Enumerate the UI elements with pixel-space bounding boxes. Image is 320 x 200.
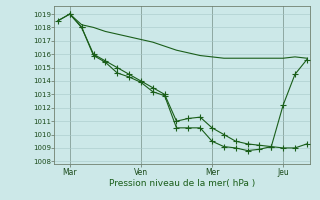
X-axis label: Pression niveau de la mer( hPa ): Pression niveau de la mer( hPa ) bbox=[109, 179, 256, 188]
